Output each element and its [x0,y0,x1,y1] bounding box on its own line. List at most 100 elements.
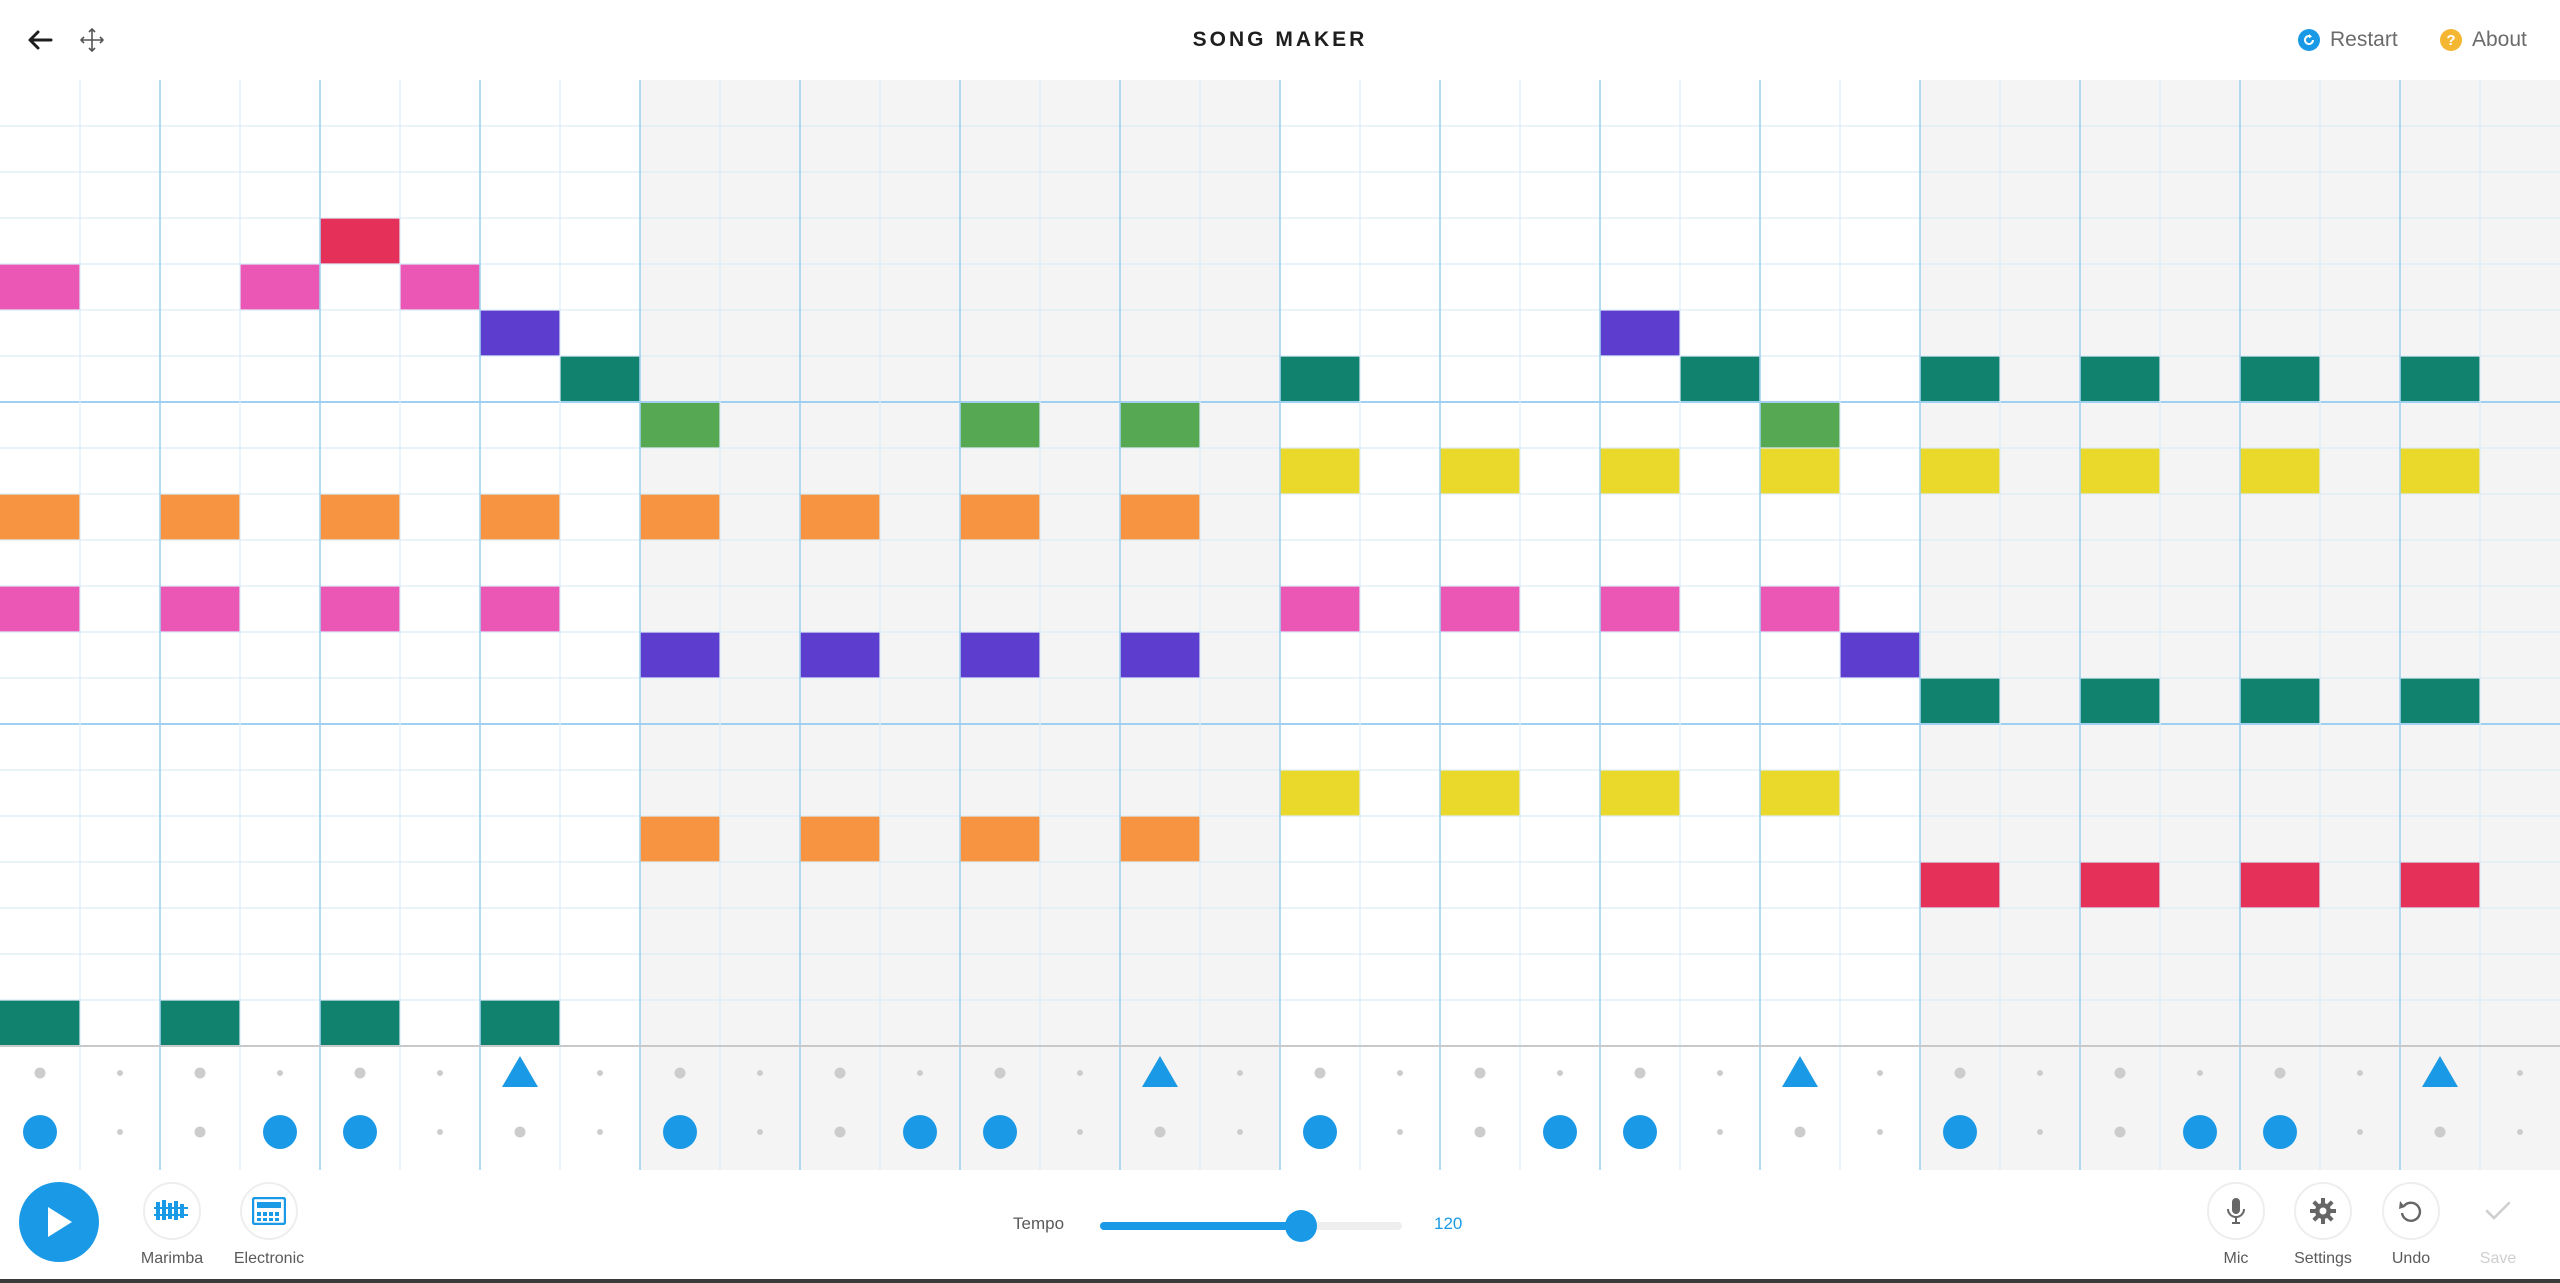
percussion-dot[interactable] [1314,1067,1326,1079]
percussion-dot[interactable] [1717,1129,1723,1135]
note-cell[interactable] [1600,586,1680,632]
note-cell[interactable] [2080,862,2160,908]
percussion-dot[interactable] [1237,1070,1243,1076]
note-cell[interactable] [0,1000,80,1046]
back-button[interactable] [20,20,60,60]
percussion-dot[interactable] [2037,1129,2043,1135]
tempo-slider-thumb[interactable] [1285,1210,1318,1242]
percussion-dot[interactable] [597,1070,603,1076]
note-cell[interactable] [1280,356,1360,402]
note-cell[interactable] [0,264,80,310]
percussion-dot[interactable] [1154,1126,1166,1138]
note-cell[interactable] [0,494,80,540]
percussion-dot[interactable] [2114,1126,2126,1138]
percussion-dot[interactable] [354,1067,366,1079]
settings-button[interactable] [2294,1182,2352,1240]
note-cell[interactable] [1760,770,1840,816]
percussion-dot[interactable] [757,1070,763,1076]
tempo-slider[interactable] [1100,1210,1402,1242]
percussion-dot[interactable] [834,1126,846,1138]
percussion-triangle[interactable] [1782,1056,1818,1087]
percussion-circle[interactable] [983,1115,1017,1149]
percussion-triangle[interactable] [1142,1056,1178,1087]
note-cell[interactable] [480,310,560,356]
note-cell[interactable] [2400,356,2480,402]
percussion-circle[interactable] [663,1115,697,1149]
note-cell[interactable] [1120,402,1200,448]
note-cell[interactable] [240,264,320,310]
note-cell[interactable] [1920,862,2000,908]
percussion-dot[interactable] [1397,1070,1403,1076]
percussion-dot[interactable] [437,1070,443,1076]
percussion-circle[interactable] [2263,1115,2297,1149]
note-cell[interactable] [2400,678,2480,724]
percussion-dot[interactable] [34,1067,46,1079]
note-cell[interactable] [1600,448,1680,494]
percussion-dot[interactable] [1717,1070,1723,1076]
note-cell[interactable] [480,586,560,632]
percussion-dot[interactable] [2114,1067,2126,1079]
note-cell[interactable] [1120,632,1200,678]
mic-button[interactable] [2207,1182,2265,1240]
note-cell[interactable] [1280,448,1360,494]
percussion-triangle[interactable] [2422,1056,2458,1087]
note-cell[interactable] [2240,448,2320,494]
percussion-dot[interactable] [2517,1070,2523,1076]
percussion-dot[interactable] [674,1067,686,1079]
percussion-dot[interactable] [834,1067,846,1079]
percussion-circle[interactable] [2183,1115,2217,1149]
instrument-selector[interactable]: Marimba [124,1182,220,1268]
note-cell[interactable] [800,816,880,862]
note-cell[interactable] [560,356,640,402]
note-cell[interactable] [2080,678,2160,724]
note-cell[interactable] [160,586,240,632]
percussion-dot[interactable] [1474,1126,1486,1138]
mic-control[interactable]: Mic [2188,1182,2284,1268]
percussion-circle[interactable] [1623,1115,1657,1149]
note-cell[interactable] [1760,448,1840,494]
percussion-dot[interactable] [597,1129,603,1135]
note-cell[interactable] [1280,586,1360,632]
save-control[interactable]: Save [2450,1182,2546,1268]
note-cell[interactable] [1920,448,2000,494]
note-cell[interactable] [1920,356,2000,402]
note-cell[interactable] [800,494,880,540]
percussion-dot[interactable] [1077,1129,1083,1135]
instrument-button[interactable] [143,1182,201,1240]
percussion-dot[interactable] [2434,1126,2446,1138]
note-cell[interactable] [320,586,400,632]
note-cell[interactable] [2080,448,2160,494]
play-button[interactable] [19,1182,99,1262]
undo-control[interactable]: Undo [2363,1182,2459,1268]
note-cell[interactable] [320,1000,400,1046]
note-cell[interactable] [2080,356,2160,402]
percussion-dot[interactable] [2357,1070,2363,1076]
percussion-dot[interactable] [117,1129,123,1135]
note-cell[interactable] [0,586,80,632]
percussion-dot[interactable] [1474,1067,1486,1079]
percussion-selector[interactable]: Electronic [221,1182,317,1268]
note-cell[interactable] [320,494,400,540]
note-cell[interactable] [960,494,1040,540]
note-cell[interactable] [640,816,720,862]
percussion-dot[interactable] [514,1126,526,1138]
restart-button[interactable]: Restart [2298,24,2398,56]
percussion-dot[interactable] [117,1070,123,1076]
percussion-dot[interactable] [277,1070,283,1076]
percussion-dot[interactable] [1557,1070,1563,1076]
note-cell[interactable] [320,218,400,264]
percussion-circle[interactable] [1543,1115,1577,1149]
percussion-dot[interactable] [1794,1126,1806,1138]
percussion-circle[interactable] [903,1115,937,1149]
note-cell[interactable] [1120,494,1200,540]
percussion-dot[interactable] [917,1070,923,1076]
undo-button[interactable] [2382,1182,2440,1240]
percussion-circle[interactable] [1303,1115,1337,1149]
percussion-triangle[interactable] [502,1056,538,1087]
note-cell[interactable] [960,816,1040,862]
percussion-circle[interactable] [263,1115,297,1149]
note-cell[interactable] [400,264,480,310]
percussion-dot[interactable] [1634,1067,1646,1079]
note-cell[interactable] [2400,862,2480,908]
note-cell[interactable] [960,632,1040,678]
